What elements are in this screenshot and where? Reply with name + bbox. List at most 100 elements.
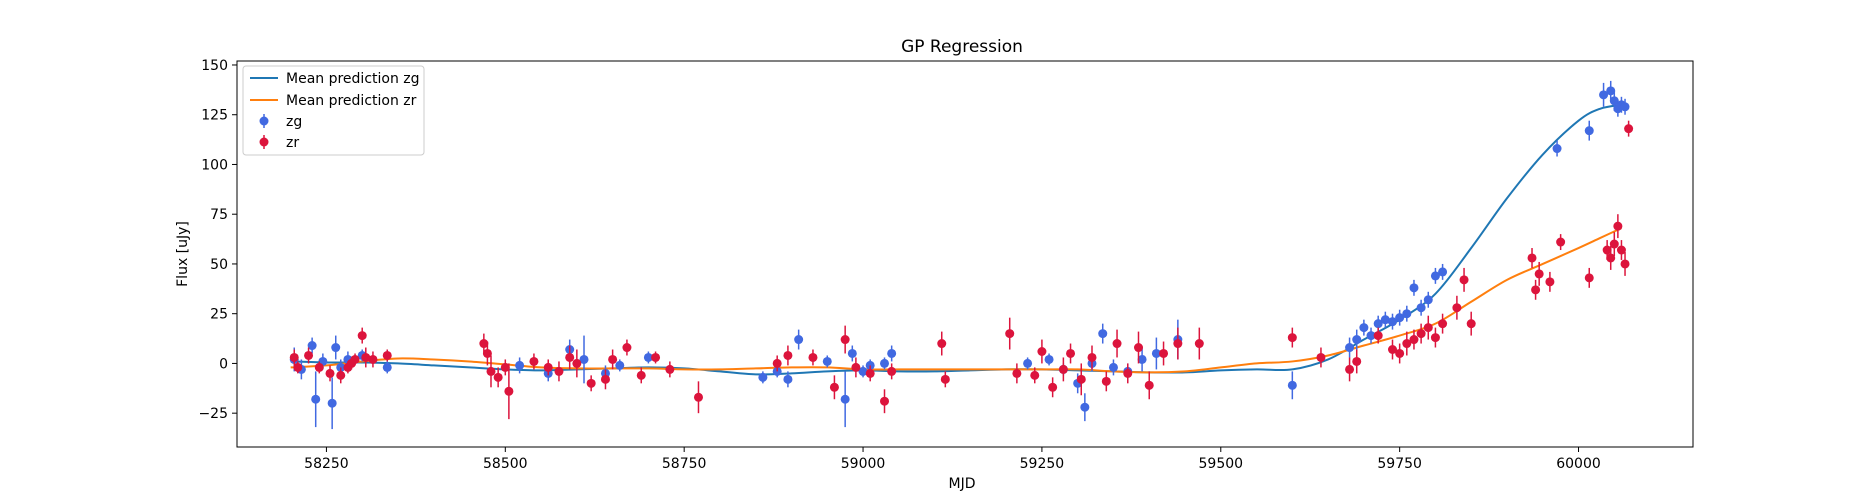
x-tick-label: 59000 (841, 456, 886, 472)
zr-point (1134, 343, 1143, 352)
legend-swatch-zr-marker (260, 138, 269, 147)
zr-point (1374, 331, 1383, 340)
zg-point (1402, 309, 1411, 318)
zr-point (841, 335, 850, 344)
zr-point (1467, 319, 1476, 328)
zr-point (1059, 365, 1068, 374)
zg-point (1098, 329, 1107, 338)
zr-point (1173, 339, 1182, 348)
legend: Mean prediction zg Mean prediction zr zg… (243, 66, 424, 155)
zg-point (328, 399, 337, 408)
zg-point (1359, 323, 1368, 332)
zr-point (565, 353, 574, 362)
zg-point (794, 335, 803, 344)
zg-point (383, 363, 392, 372)
zr-point (622, 343, 631, 352)
y-tick-label: 25 (210, 307, 228, 323)
zg-point (1438, 267, 1447, 276)
zr-point (1195, 339, 1204, 348)
chart-title: GP Regression (901, 37, 1023, 57)
zr-point (1431, 333, 1440, 342)
zr-point (368, 355, 377, 364)
zr-point (773, 359, 782, 368)
x-tick-label: 59500 (1199, 456, 1244, 472)
zr-point (1417, 329, 1426, 338)
zr-point (1409, 335, 1418, 344)
zr-point (637, 371, 646, 380)
zr-point (1438, 319, 1447, 328)
zr-point (290, 353, 299, 362)
zr-point (554, 367, 563, 376)
zr-point (315, 363, 324, 372)
zg-point (1621, 102, 1630, 111)
y-tick-label: 100 (201, 157, 228, 173)
zr-point (326, 369, 335, 378)
zg-point (783, 375, 792, 384)
zg-point (615, 361, 624, 370)
x-tick-label: 58750 (662, 456, 707, 472)
x-tick-label: 58500 (483, 456, 528, 472)
zr-point (1159, 349, 1168, 358)
zr-point (1066, 349, 1075, 358)
zr-point (1037, 347, 1046, 356)
zg-point (331, 343, 340, 352)
zr-point (529, 357, 538, 366)
zr-point (1610, 240, 1619, 249)
y-tick-label: 150 (201, 58, 228, 74)
zr-point (1005, 329, 1014, 338)
zr-point (293, 363, 302, 372)
zr-point (486, 367, 495, 376)
zg-point (841, 395, 850, 404)
zr-point (665, 365, 674, 374)
zr-point (1585, 273, 1594, 282)
zr-point (587, 379, 596, 388)
zg-point (1109, 363, 1118, 372)
zr-point (1531, 285, 1540, 294)
x-tick-label: 58250 (304, 456, 349, 472)
zr-point (351, 355, 360, 364)
zr-point (1316, 353, 1325, 362)
zg-point (1417, 303, 1426, 312)
zr-point (941, 375, 950, 384)
zg-point (1023, 359, 1032, 368)
zr-point (830, 383, 839, 392)
zr-point (866, 369, 875, 378)
axes-frame (237, 61, 1693, 447)
zr-point (1460, 275, 1469, 284)
legend-label-zr: zr (286, 135, 299, 151)
zr-point (1621, 259, 1630, 268)
zr-point (1556, 238, 1565, 247)
zr-point (694, 393, 703, 402)
zr-point (887, 367, 896, 376)
zg-point (1424, 295, 1433, 304)
legend-swatch-zg-marker (260, 117, 269, 126)
zr-point (1424, 323, 1433, 332)
zr-point (1528, 253, 1537, 262)
zr-point (1395, 349, 1404, 358)
zg-point (311, 395, 320, 404)
zr-point (358, 331, 367, 340)
zr-point (783, 351, 792, 360)
y-tick-label: 75 (210, 207, 228, 223)
x-tick-label: 59250 (1020, 456, 1065, 472)
y-tick-label: 50 (210, 257, 228, 273)
zg-point (887, 349, 896, 358)
zr-point (937, 339, 946, 348)
zg-point (1352, 335, 1361, 344)
zg-point (1553, 144, 1562, 153)
zr-point (1087, 353, 1096, 362)
zr-point (1535, 269, 1544, 278)
zr-point (608, 355, 617, 364)
y-tick-label: −25 (198, 406, 228, 422)
zg-point (1080, 403, 1089, 412)
zg-point (848, 349, 857, 358)
zr-point (880, 397, 889, 406)
zg-point (1345, 343, 1354, 352)
zr-point (336, 371, 345, 380)
zg-point (1585, 126, 1594, 135)
zr-point (504, 387, 513, 396)
zr-point (1352, 357, 1361, 366)
zr-point (1345, 365, 1354, 374)
zr-point (1288, 333, 1297, 342)
